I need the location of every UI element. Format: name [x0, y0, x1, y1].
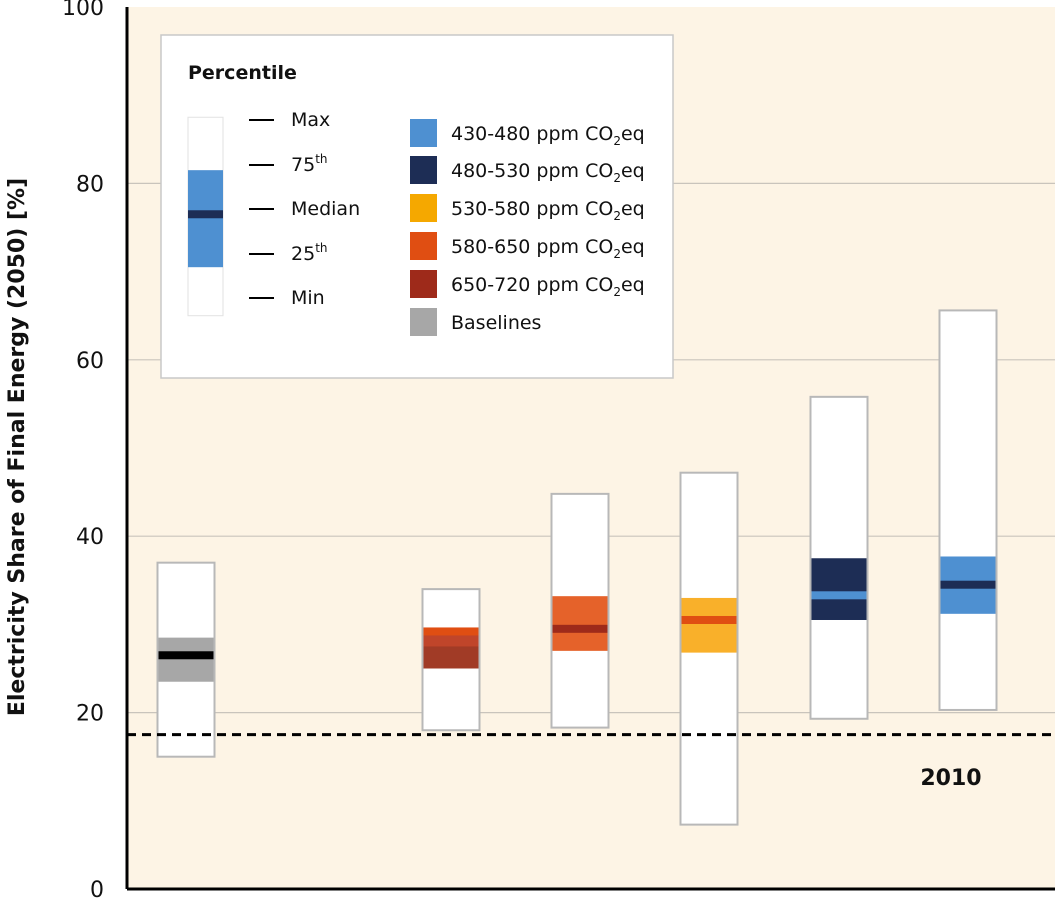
box-6-median	[940, 580, 996, 589]
box-4-median	[681, 615, 737, 624]
box-series	[156, 309, 998, 826]
box-3-iqr	[552, 596, 608, 651]
box-5-median	[811, 591, 867, 600]
legend-label-4: 580-650 ppm CO2eq	[451, 236, 645, 261]
legend-label-5: 650-720 ppm CO2eq	[451, 274, 645, 299]
y-axis-title: Electricity Share of Final Energy (2050)…	[5, 178, 30, 716]
box-6-range	[938, 309, 998, 711]
box-1-iqr	[158, 637, 214, 682]
y-tick-label-40: 40	[76, 525, 104, 550]
y-tick-label-0: 0	[90, 878, 104, 903]
box-2-median	[423, 627, 479, 636]
box-5-group	[809, 395, 869, 720]
y-tick-labels: 0 20 40 60 80 100	[62, 0, 104, 903]
legend-entries: 430-480 ppm CO2eq 480-530 ppm CO2eq 530-58…	[410, 119, 645, 336]
legend-label-6: Baselines	[451, 312, 541, 334]
y-tick-label-80: 80	[76, 172, 104, 197]
box-5-range	[809, 395, 869, 720]
legend-swatch-4	[410, 232, 437, 260]
box-4-iqr	[681, 597, 737, 653]
box-3-median	[552, 624, 608, 633]
legend-swatch-5	[410, 270, 437, 298]
legend-label-1: 430-480 ppm CO2eq	[451, 123, 645, 148]
box-2-group	[421, 588, 481, 732]
y-tick-label-100: 100	[62, 0, 104, 21]
y-tick-label-60: 60	[76, 349, 104, 374]
legend-example-iqr	[188, 170, 223, 268]
y-tick-label-20: 20	[76, 702, 104, 727]
reference-line-label: 2010	[920, 766, 981, 791]
percentile-label-3: Median	[291, 198, 360, 220]
percentile-label-5: Min	[291, 287, 325, 309]
legend-label-2: 480-530 ppm CO2eq	[451, 160, 645, 185]
legend-example-box	[187, 116, 224, 317]
legend-example-median	[188, 210, 223, 219]
legend-swatch-2	[410, 156, 437, 184]
box-1-median	[158, 651, 214, 660]
legend-title: Percentile	[188, 62, 297, 84]
box-5-iqr	[811, 558, 867, 620]
legend-label-3: 530-580 ppm CO2eq	[451, 198, 645, 223]
legend-swatch-1	[410, 119, 437, 147]
box-1-group	[156, 561, 216, 758]
legend-swatch-6	[410, 308, 437, 336]
legend-swatch-3	[410, 194, 437, 222]
box-3-group	[550, 492, 610, 729]
box-6-group	[938, 309, 998, 711]
percentile-label-1: Max	[291, 109, 330, 131]
box-4-group	[679, 471, 739, 826]
axes	[125, 7, 1055, 891]
